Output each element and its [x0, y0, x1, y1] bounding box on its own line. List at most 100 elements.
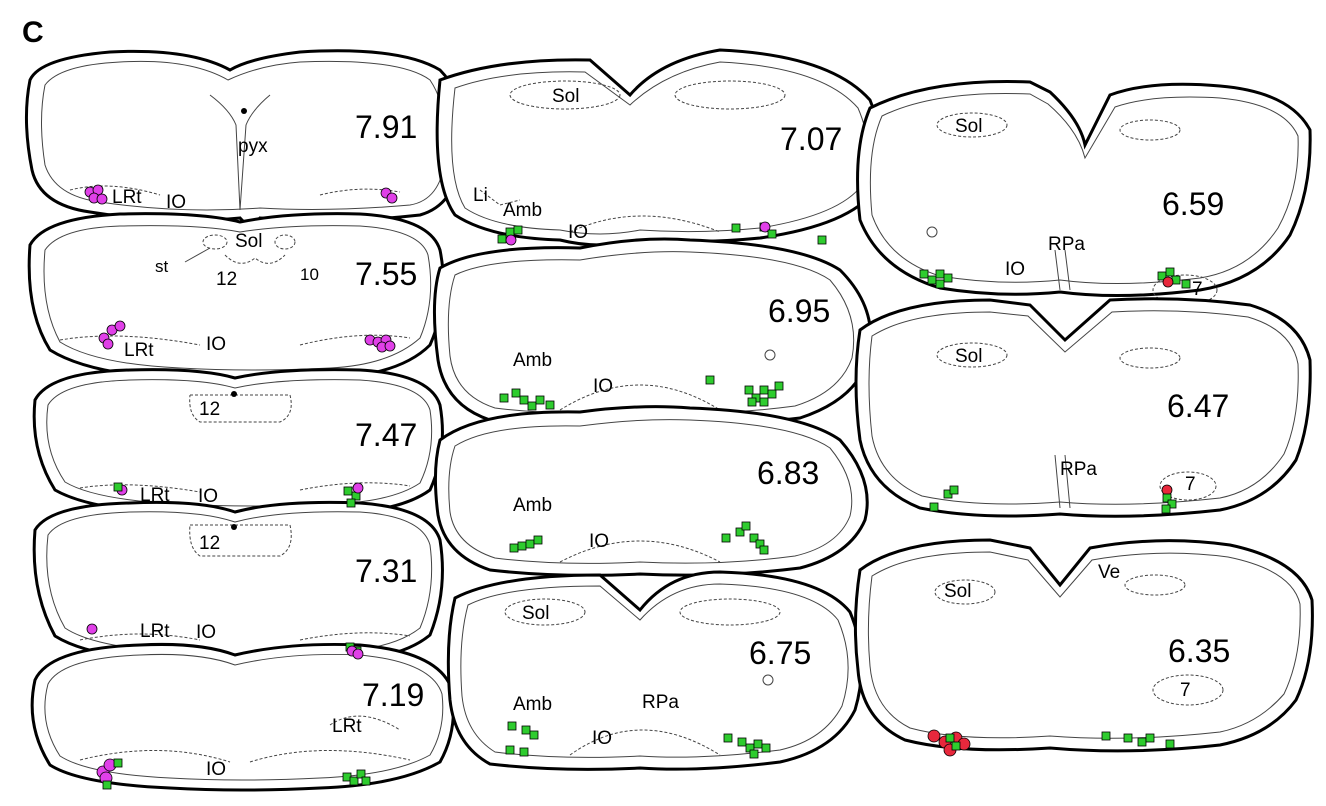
marker-green	[767, 389, 777, 399]
level-label: 7.07	[780, 121, 842, 157]
level-label: 7.91	[355, 109, 417, 145]
marker-green	[735, 527, 745, 537]
section-6-95: 6.95 Amb IO	[432, 237, 873, 427]
marker-green	[349, 776, 359, 786]
marker-green	[507, 721, 517, 731]
level-label: 6.75	[749, 635, 811, 671]
section-7-55: 7.55 st Sol 12 10 LRt IO	[27, 212, 445, 382]
region-label-ve: Ve	[1098, 562, 1120, 583]
level-label: 6.95	[768, 293, 830, 329]
marker-green	[935, 279, 945, 289]
region-label-12: 12	[199, 533, 220, 554]
region-label-10: 10	[300, 265, 319, 284]
marker-green	[113, 758, 123, 768]
marker-green	[759, 385, 769, 395]
marker-green	[356, 769, 366, 779]
section-6-59: 6.59 Sol RPa IO 7	[856, 80, 1312, 306]
section-7-19: 7.19 LRt IO	[30, 642, 455, 792]
marker-green	[731, 223, 741, 233]
marker-green	[945, 733, 955, 743]
marker-green	[513, 225, 523, 235]
marker-green	[509, 543, 519, 553]
marker-magenta	[759, 221, 771, 233]
region-label-li: Li	[473, 185, 488, 206]
marker-magenta	[96, 193, 108, 205]
region-label-sol: Sol	[955, 116, 982, 137]
level-label: 7.55	[355, 256, 417, 292]
marker-green	[737, 737, 747, 747]
marker-green	[1161, 504, 1171, 514]
region-label-lrt: LRt	[140, 621, 170, 642]
marker-magenta	[102, 338, 114, 350]
region-label-io: IO	[568, 222, 588, 243]
marker-green	[919, 269, 929, 279]
markers	[84, 184, 1191, 790]
marker-green	[497, 234, 507, 244]
marker-green	[519, 747, 529, 757]
marker-green	[774, 381, 784, 391]
region-label-12: 12	[199, 399, 220, 420]
level-label: 6.83	[757, 455, 819, 491]
marker-magenta	[86, 623, 98, 635]
marker-green	[943, 273, 953, 283]
marker-green	[343, 486, 353, 496]
marker-magenta	[352, 482, 364, 494]
marker-green	[1101, 731, 1111, 741]
marker-green	[1162, 493, 1172, 503]
marker-green	[927, 275, 937, 285]
region-label-lrt: LRt	[112, 187, 142, 208]
region-label-amb: Amb	[513, 350, 552, 371]
region-label-rpa: RPa	[642, 692, 679, 713]
region-label-amb: Amb	[513, 495, 552, 516]
marker-green	[505, 745, 515, 755]
marker-green	[519, 395, 529, 405]
marker-green	[951, 741, 961, 751]
region-label-io: IO	[589, 531, 609, 552]
marker-red	[1161, 484, 1173, 496]
marker-green	[1137, 737, 1147, 747]
marker-green	[346, 498, 356, 508]
region-label-sol: Sol	[944, 581, 971, 602]
region-label-amb: Amb	[503, 200, 542, 221]
section-6-47: 6.47 Sol RPa 7	[854, 297, 1312, 518]
region-label-rpa: RPa	[1060, 459, 1097, 480]
marker-green	[535, 395, 545, 405]
marker-green	[759, 545, 769, 555]
region-label-io: IO	[1005, 259, 1025, 280]
marker-green	[517, 541, 527, 551]
marker-red	[927, 729, 941, 743]
level-label: 6.47	[1167, 388, 1229, 424]
marker-green	[749, 533, 759, 543]
marker-green	[545, 400, 555, 410]
marker-green	[1123, 733, 1133, 743]
marker-green	[761, 743, 771, 753]
marker-magenta	[384, 340, 396, 352]
marker-green	[521, 725, 531, 735]
section-7-91: 7.91 pyx LRt IO	[24, 49, 464, 226]
marker-green	[741, 521, 751, 531]
marker-green	[721, 533, 731, 543]
section-6-35: 6.35 Sol Ve 7	[853, 538, 1314, 753]
marker-green	[929, 502, 939, 512]
region-label-rpa: RPa	[1048, 234, 1085, 255]
marker-green	[759, 397, 769, 407]
marker-green	[949, 485, 959, 495]
marker-green	[1181, 279, 1191, 289]
region-label-st: st	[155, 257, 169, 276]
region-label-7: 7	[1192, 279, 1203, 300]
region-label-7: 7	[1180, 680, 1191, 701]
region-label-7: 7	[1185, 474, 1196, 495]
region-label-io: IO	[166, 192, 186, 213]
marker-green	[817, 235, 827, 245]
region-label-lrt: LRt	[124, 340, 154, 361]
level-label: 6.35	[1168, 633, 1230, 669]
region-label-sol: Sol	[235, 231, 262, 252]
marker-green	[767, 229, 777, 239]
region-label-io: IO	[196, 622, 216, 643]
marker-green	[1145, 733, 1155, 743]
marker-green	[747, 397, 757, 407]
marker-green	[1167, 499, 1177, 509]
marker-green	[723, 733, 733, 743]
region-label-io: IO	[206, 759, 226, 780]
level-label: 7.47	[355, 417, 417, 453]
